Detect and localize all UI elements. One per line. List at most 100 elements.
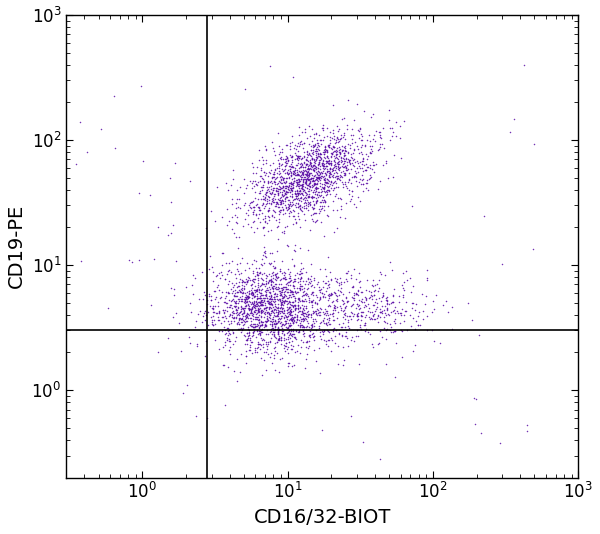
Point [220,275,230,284]
Point [283,168,292,177]
Point [326,156,335,165]
Point [200,290,210,299]
Point [290,309,300,318]
Point [332,121,342,130]
Point [346,194,356,203]
Point [358,298,367,307]
Point [353,168,362,176]
Point [309,171,319,180]
Point [284,303,294,311]
Point [269,206,279,215]
Point [259,174,268,183]
Point [266,300,276,309]
Point [304,165,313,174]
Point [304,187,313,195]
Point [301,309,311,318]
Point [277,145,286,153]
Point [334,291,344,300]
Point [255,177,265,185]
Point [283,333,293,341]
Point [270,323,280,331]
Point [248,208,257,216]
Point [317,183,327,192]
Point [321,159,331,167]
Point [286,160,296,168]
Point [337,177,346,186]
Point [335,148,345,157]
Point [467,316,477,325]
Point [308,155,317,163]
Point [274,164,284,172]
Point [308,141,317,150]
Point [349,161,359,170]
Point [348,294,358,302]
Point [288,287,298,296]
Point [270,312,280,320]
Point [275,264,285,273]
Point [276,336,286,345]
Point [320,164,329,173]
Point [278,319,288,328]
Point [245,331,254,340]
Point [389,306,398,315]
Point [358,163,367,172]
Point [277,292,286,300]
Point [229,309,238,318]
Point [347,154,356,162]
Point [326,275,336,284]
Point [296,297,305,305]
Point [253,283,263,292]
Point [388,298,397,307]
Point [292,153,301,162]
Point [293,278,303,286]
Point [379,313,389,321]
Point [335,150,345,159]
Point [286,139,295,148]
Point [260,231,269,239]
Point [367,287,376,296]
Point [340,142,350,151]
Point [224,259,234,268]
Point [281,174,290,182]
Point [275,187,284,196]
Point [351,289,361,297]
Point [296,194,305,202]
Point [328,164,337,172]
Point [373,339,383,348]
Point [243,276,253,284]
Point [232,185,242,194]
Point [271,289,280,298]
Point [333,174,343,182]
Point [253,286,262,295]
Point [312,174,322,182]
Point [287,180,297,189]
Point [347,192,357,200]
Point [382,326,391,335]
Point [236,328,246,336]
Point [293,308,303,316]
Point [376,313,385,321]
Point [269,147,279,155]
Point [284,290,293,299]
Point [277,153,286,162]
Point [343,322,352,331]
Point [436,339,445,347]
Point [275,196,284,205]
Point [286,311,296,319]
Point [266,309,275,318]
Point [296,163,305,171]
Point [335,287,344,296]
Point [187,281,197,290]
Point [235,203,244,212]
Point [209,308,219,317]
Point [281,311,291,320]
Point [194,294,203,303]
Point [230,303,240,311]
Point [314,343,324,352]
Point [331,277,340,286]
Point [292,176,301,185]
Point [336,278,346,286]
Point [311,128,321,137]
Point [290,206,299,215]
Point [349,309,359,318]
